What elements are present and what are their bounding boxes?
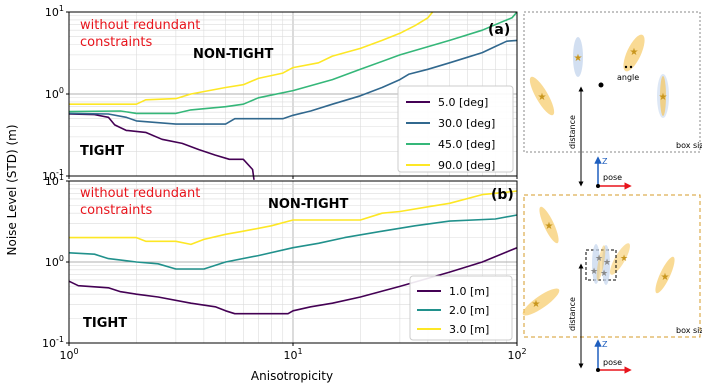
- schematic-b-z-label: Z: [602, 340, 608, 349]
- legend-label: 3.0 [m]: [449, 323, 489, 336]
- panel-a-nontight-label: NON-TIGHT: [193, 47, 274, 62]
- schematic-b-box-label: box size: [676, 326, 702, 335]
- schematic-b-cluster-box: [585, 249, 617, 281]
- star-icon: ★: [661, 272, 670, 283]
- y-tick-label: 10-1: [42, 168, 64, 183]
- schematic-b-ellipse: [610, 243, 630, 275]
- star-icon: ★: [659, 92, 668, 103]
- legend-label: 30.0 [deg]: [438, 117, 495, 130]
- y-tick-label: 100: [45, 86, 64, 101]
- panel-a-legend-box: [397, 85, 514, 173]
- panel-a: 10-1 100 101 without redundant constraints…: [42, 4, 518, 183]
- panel-b-series: [68, 190, 518, 315]
- panel-a-series: [68, 11, 518, 180]
- schematic-a-z-label: Z: [602, 157, 608, 166]
- y-tick-label: 10-1: [42, 335, 64, 350]
- schematic-a-pose-label: pose: [603, 173, 622, 182]
- panel-a-red-note-1: without redundant: [80, 18, 200, 33]
- star-icon: ★: [603, 258, 611, 268]
- schematic-a-ellipse-5: [660, 76, 666, 116]
- star-icon: ★: [620, 254, 628, 264]
- schematic-a: ★ ★ ★ ★ angle distance box size Z pose: [523, 11, 702, 190]
- panel-b-label: (b): [491, 187, 514, 203]
- y-axis-label: Noise Level (STD) (m): [5, 124, 19, 255]
- schematic-a-ellipse-1: [573, 37, 583, 77]
- x-tick-label: 101: [283, 347, 302, 362]
- star-icon: ★: [590, 267, 598, 277]
- schematic-b-ellipse: [522, 288, 560, 316]
- schematic-a-box: [523, 11, 701, 153]
- y-tick-label: 101: [45, 173, 64, 188]
- legend-label: 45.0 [deg]: [438, 138, 495, 151]
- x-tick-label: 102: [507, 347, 526, 362]
- star-icon: ★: [545, 221, 554, 232]
- star-icon: ★: [532, 299, 541, 310]
- panel-b-red-note-2: constraints: [80, 203, 152, 218]
- schematic-b-box: [523, 194, 701, 338]
- panel-a-tight-label: TIGHT: [80, 144, 124, 159]
- series-line-1: [68, 113, 255, 180]
- star-icon: ★: [630, 47, 639, 58]
- schematic-b-pose-label: pose: [603, 358, 622, 367]
- schematic-b-ellipse: [539, 206, 559, 244]
- schematic-b-ellipse: [655, 256, 675, 294]
- panel-b-legend: 1.0 [m] 2.0 [m] 3.0 [m]: [409, 275, 513, 341]
- star-icon: ★: [600, 269, 608, 279]
- series-line-1: [68, 246, 518, 315]
- panel-a-ticks: 10-1 100 101: [42, 4, 518, 183]
- panel-a-label: (a): [488, 22, 510, 38]
- panel-b-tight-label: TIGHT: [83, 316, 127, 331]
- series-line-3: [68, 11, 518, 115]
- x-axis-label: Anisotropicity: [251, 369, 333, 383]
- panel-a-red-note-2: constraints: [80, 35, 152, 50]
- schematic-b: ★ ★ ★ ★ ★ ★ ★ ★ distance box size Z pose: [522, 194, 702, 374]
- schematic-b-distance-label: distance: [568, 297, 577, 331]
- schematic-a-ellipse-3: [529, 76, 555, 116]
- y-tick-label: 101: [45, 4, 64, 19]
- series-line-4: [69, 11, 434, 105]
- star-icon: ★: [595, 254, 603, 264]
- panel-a-legend: 5.0 [deg] 30.0 [deg] 45.0 [deg] 90.0 [deg]: [397, 85, 514, 173]
- schematic-a-angle-label: angle: [617, 73, 639, 82]
- series-line-2: [68, 214, 518, 270]
- star-icon: ★: [574, 53, 583, 64]
- panel-b-red-note-1: without redundant: [80, 186, 200, 201]
- schematic-a-center-dot: [598, 82, 604, 88]
- panel-b-nontight-label: NON-TIGHT: [268, 197, 349, 212]
- star-icon: ★: [538, 92, 547, 103]
- legend-label: 90.0 [deg]: [438, 159, 495, 172]
- legend-label: 5.0 [deg]: [438, 96, 488, 109]
- schematic-a-box-label: box size: [676, 141, 702, 150]
- schematic-a-distance-label: distance: [568, 115, 577, 149]
- schematic-a-ellipse-2: [623, 34, 645, 72]
- series-line-3: [69, 190, 518, 246]
- x-tick-label: 100: [59, 347, 78, 362]
- legend-label: 2.0 [m]: [449, 304, 489, 317]
- legend-label: 1.0 [m]: [449, 285, 489, 298]
- y-tick-label: 100: [45, 254, 64, 269]
- series-line-2: [68, 39, 518, 125]
